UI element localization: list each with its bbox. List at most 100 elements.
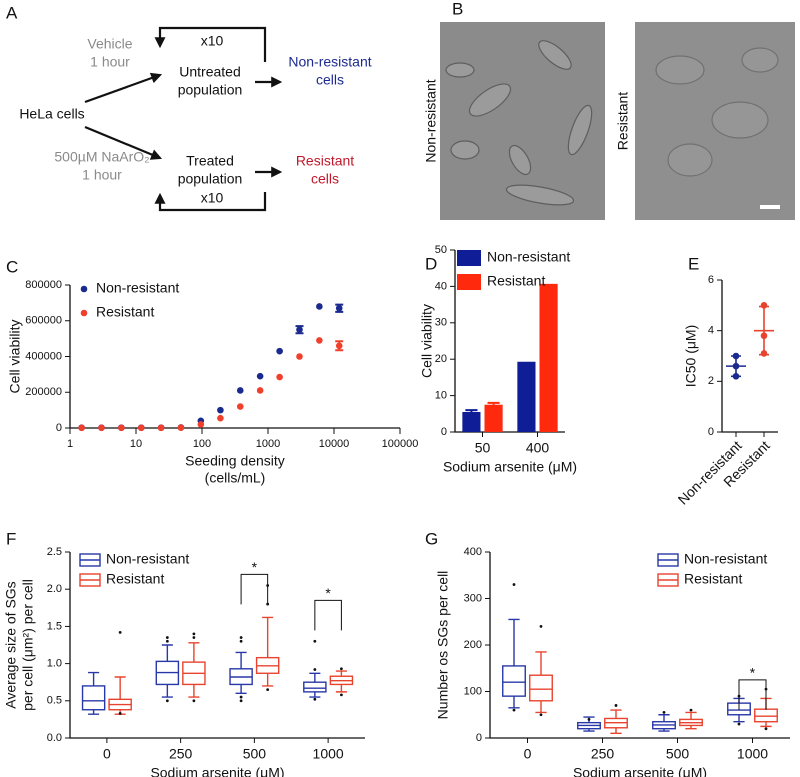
outlier — [239, 695, 243, 699]
population: Untreated — [179, 64, 240, 80]
point — [78, 424, 85, 432]
outlier — [340, 693, 343, 697]
x-tick-label: 1000 — [737, 746, 768, 762]
point — [118, 424, 125, 432]
outlier — [266, 688, 270, 692]
y-tick-label: 400000 — [25, 350, 62, 362]
x-tick-label: 500 — [666, 746, 690, 762]
legend-swatch — [457, 250, 481, 266]
outcome: cells — [311, 171, 339, 187]
x-tick-label: 250 — [591, 746, 615, 762]
y-tick-label: 6 — [708, 274, 714, 286]
start-node: HeLa cells — [19, 106, 84, 122]
outlier — [239, 636, 243, 639]
point — [137, 424, 145, 432]
x-axis-label: (cells/mL) — [205, 470, 266, 486]
legend-label: Non-resistant — [487, 249, 570, 265]
repeat: x10 — [201, 33, 224, 49]
legend-swatch — [457, 274, 481, 290]
point — [177, 424, 185, 431]
outlier — [764, 727, 768, 731]
x-axis-label: Sodium arsenite (μM) — [573, 765, 707, 777]
point — [236, 387, 244, 394]
y-tick-label: 0.5 — [47, 695, 62, 707]
x-axis-label: Sodium arsenite (μM) — [443, 459, 577, 475]
panel-label: B — [452, 0, 463, 18]
whisker — [535, 651, 547, 714]
y-tick-label: 100 — [464, 685, 482, 697]
y-axis-label: IC50 (μM) — [683, 325, 699, 388]
significance-label: * — [252, 559, 258, 575]
panel-label: C — [6, 257, 18, 276]
x-tick-label: 100000 — [382, 438, 419, 450]
y-tick-label: 1.0 — [47, 658, 62, 670]
x-tick-label: 1000 — [313, 746, 344, 762]
outlier — [587, 718, 591, 721]
significance-bracket — [240, 573, 269, 605]
point — [217, 406, 224, 414]
point — [236, 403, 244, 410]
legend-label: Non-resistant — [96, 280, 179, 296]
whisker — [335, 670, 347, 693]
outlier — [118, 712, 122, 715]
y-axis-label: Number os SGs per cell — [435, 571, 451, 720]
x-tick-label: 500 — [243, 746, 267, 762]
outcome: cells — [316, 72, 344, 88]
x-tick-label: 0 — [524, 746, 532, 762]
legend-label: Resistant — [106, 571, 164, 587]
point — [217, 414, 224, 422]
outlier — [737, 722, 741, 726]
panel-label: G — [425, 529, 438, 548]
legend-label: Non-resistant — [684, 551, 767, 567]
outlier — [313, 697, 317, 701]
y-tick-label: 0.0 — [47, 732, 62, 744]
whisker — [610, 709, 622, 735]
sd-bar — [759, 305, 769, 356]
whisker — [114, 676, 126, 715]
x-tick-label: 10 — [130, 438, 142, 450]
loop-arrow — [154, 26, 267, 62]
outlier — [118, 630, 122, 634]
x-tick-label: 250 — [169, 746, 193, 762]
outcome: Non-resistant — [288, 54, 371, 70]
significance-label: * — [325, 585, 331, 601]
y-tick-label: 0 — [708, 426, 714, 438]
outlier — [192, 632, 196, 636]
whisker — [262, 616, 274, 687]
y-tick-label: 2 — [708, 375, 714, 387]
whisker — [161, 644, 173, 698]
y-tick-label: 400 — [464, 546, 482, 558]
box — [303, 681, 327, 693]
x-tick-label: 100 — [193, 438, 211, 450]
outlier — [313, 668, 317, 671]
image-label: Non-resistant — [423, 79, 439, 162]
legend-marker — [80, 285, 88, 293]
error-bar — [335, 340, 344, 352]
bar — [462, 411, 481, 432]
y-tick-label: 2.5 — [47, 546, 62, 558]
outlier — [689, 708, 693, 712]
legend-label: Resistant — [96, 304, 154, 320]
y-tick-label: 4 — [708, 325, 714, 337]
point — [197, 421, 205, 428]
arrow — [84, 72, 163, 104]
y-tick-label: 1.5 — [47, 620, 62, 632]
outlier — [239, 699, 243, 703]
whisker — [188, 642, 200, 698]
point — [98, 424, 105, 432]
legend-marker — [80, 309, 88, 317]
y-tick-label: 20 — [435, 353, 447, 365]
x-tick-label: 1 — [67, 438, 73, 450]
significance-bracket — [314, 599, 342, 631]
point — [276, 347, 283, 355]
y-tick-label: 30 — [435, 317, 447, 329]
outlier — [662, 711, 666, 714]
y-axis-label: Average size of SGs — [3, 581, 19, 708]
significance-label: * — [750, 665, 756, 681]
cells — [445, 40, 779, 206]
y-tick-label: 600000 — [25, 315, 62, 327]
outlier — [165, 636, 169, 639]
outlier — [539, 713, 543, 717]
outlier — [239, 639, 243, 643]
y-tick-label: 0 — [56, 422, 62, 434]
